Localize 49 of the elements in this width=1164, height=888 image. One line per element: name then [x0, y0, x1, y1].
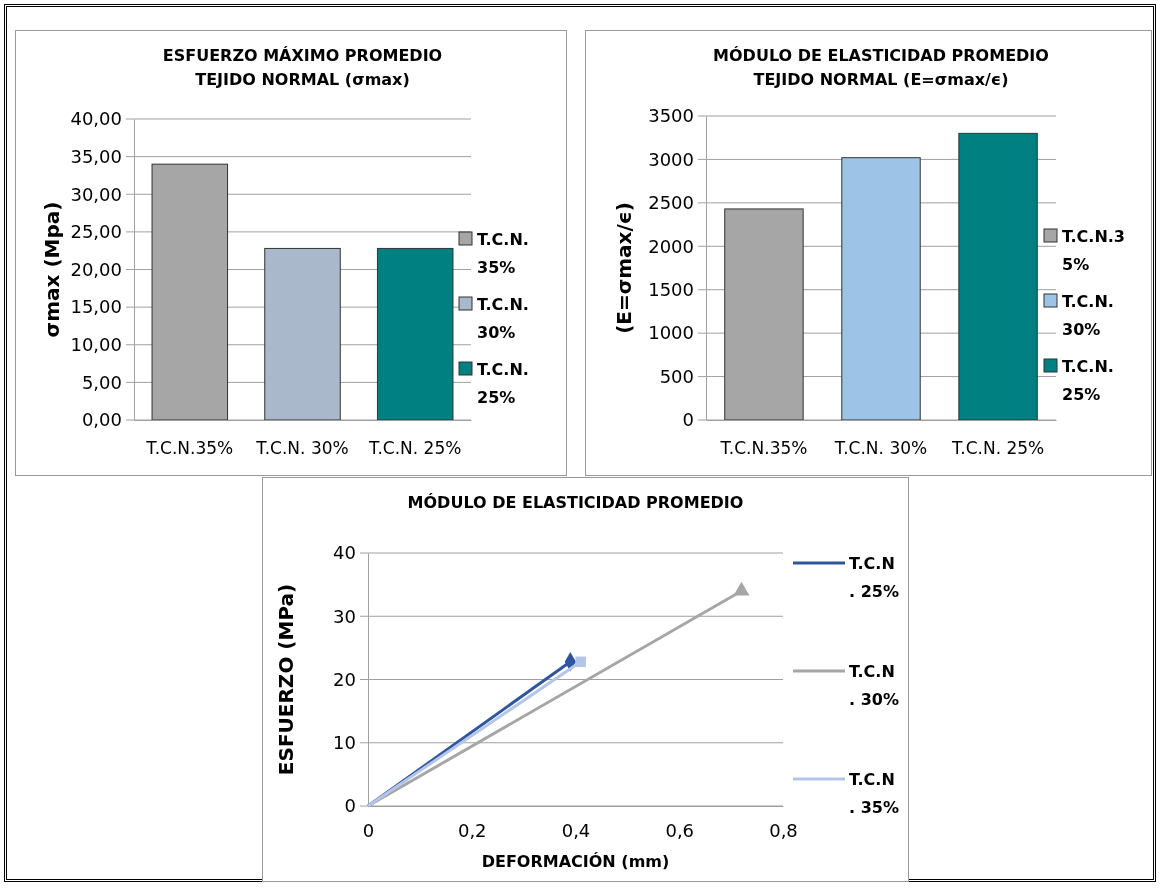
y-tick-label: 2000 — [648, 235, 694, 257]
x-tick-label: T.C.N. 30% — [255, 438, 349, 459]
x-tick-label: 0,4 — [561, 819, 591, 841]
y-tick-label: 1000 — [648, 322, 694, 344]
y-tick-label: 0,00 — [81, 409, 122, 431]
y-tick-label: 40,00 — [70, 108, 122, 130]
x-axis-title: DEFORMACIÓN (mm) — [481, 852, 670, 871]
y-tick-label: 3500 — [648, 105, 694, 127]
y-tick-label: 20,00 — [70, 258, 122, 280]
chart-title: ESFUERZO MÁXIMO PROMEDIO TEJIDO NORMAL (σmax) — [162, 46, 443, 89]
chart-title: MÓDULO DE ELASTICIDAD PROMEDIO — [407, 493, 744, 512]
y-tick-label: 500 — [659, 365, 694, 387]
y-tick-label: 30 — [333, 605, 356, 627]
x-tick-label: T.C.N. 25% — [950, 438, 1045, 459]
legend-label: T.C.N.35% — [1062, 227, 1125, 274]
legend-label: T.C.N.35% — [477, 230, 529, 277]
x-tick-label: T.C.N. 30% — [833, 438, 928, 459]
y-tick-label: 30,00 — [70, 183, 122, 205]
y-tick-label: 40 — [333, 542, 356, 564]
y-axis-title: (E=σmax/ϵ) — [612, 202, 636, 334]
legend-label: T.C.N. 25% — [477, 360, 535, 407]
legend-label: T.C.N. 25% — [1062, 357, 1120, 404]
y-tick-label: 2500 — [648, 192, 694, 214]
y-tick-label: 35,00 — [70, 145, 122, 167]
y-tick-label: 0 — [682, 409, 694, 431]
y-tick-label: 10,00 — [70, 334, 122, 356]
x-tick-label: 0,2 — [457, 819, 487, 841]
x-tick-label: 0,6 — [665, 819, 695, 841]
x-tick-label: T.C.N.35% — [145, 438, 234, 459]
y-tick-label: 5,00 — [81, 371, 122, 393]
x-tick-label: T.C.N.35% — [719, 438, 808, 459]
y-tick-label: 1500 — [648, 278, 694, 300]
x-tick-label: T.C.N. 25% — [368, 438, 462, 459]
legend-label: T.C.N. 35% — [849, 770, 899, 817]
legend-label: T.C.N. 25% — [849, 554, 899, 601]
y-tick-label: 0 — [344, 795, 356, 817]
chart-title: MÓDULO DE ELASTICIDAD PROMEDIO TEJIDO NORMAL (E=σmax/ϵ) — [713, 46, 1049, 89]
y-tick-label: 10 — [333, 732, 356, 754]
legend-label: T.C.N. 30% — [477, 295, 535, 342]
x-tick-label: 0 — [362, 819, 375, 841]
legend-label: T.C.N. 30% — [849, 662, 899, 709]
y-tick-label: 25,00 — [70, 221, 122, 243]
legend-label: T.C.N. 30% — [1062, 292, 1120, 339]
y-tick-label: 15,00 — [70, 296, 122, 318]
y-tick-label: 20 — [333, 668, 356, 690]
y-axis-title: σmax (Mpa) — [40, 201, 64, 338]
y-axis-title: ESFUERZO (MPa) — [274, 583, 298, 776]
y-tick-label: 3000 — [648, 148, 694, 170]
x-tick-label: 0,8 — [769, 819, 798, 841]
